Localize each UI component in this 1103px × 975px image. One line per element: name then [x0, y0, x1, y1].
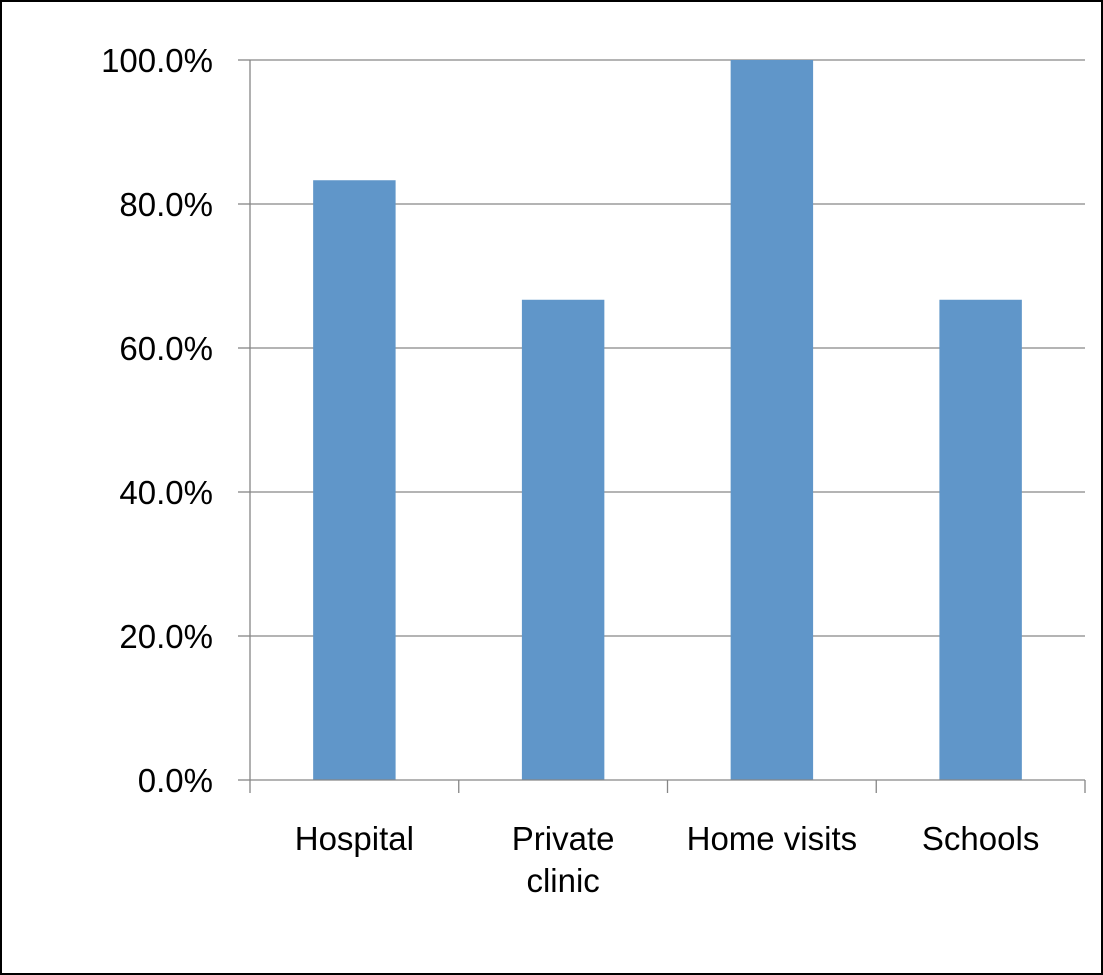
x-category-label: Schools	[922, 820, 1039, 857]
bar-hospital	[313, 180, 396, 781]
y-tick-label: 60.0%	[119, 330, 213, 367]
bar-home-visits	[730, 60, 814, 780]
x-category-label-line: Home visits	[687, 820, 858, 857]
bar-schools	[939, 299, 1022, 780]
x-category-label-line: clinic	[526, 862, 599, 899]
x-category-label-line: Schools	[922, 820, 1039, 857]
x-category-label: Private clinic	[512, 820, 615, 899]
x-category-labels: Hospital Private clinic Home visits Schools	[295, 820, 1040, 899]
bar-private-clinic	[521, 299, 605, 780]
x-category-label: Hospital	[295, 820, 414, 857]
y-tick-label: 80.0%	[119, 186, 213, 223]
y-tick-label: 40.0%	[119, 474, 213, 511]
bars	[313, 60, 1022, 781]
y-tick-label: 100.0%	[101, 42, 213, 79]
axes	[238, 59, 1086, 793]
y-tick-labels: 0.0% 20.0% 40.0% 60.0% 80.0% 100.0%	[101, 42, 213, 799]
y-tick-label: 20.0%	[119, 618, 213, 655]
x-category-label-line: Private	[512, 820, 615, 857]
x-category-label-line: Hospital	[295, 820, 414, 857]
y-tick-label: 0.0%	[138, 762, 213, 799]
x-category-label: Home visits	[687, 820, 858, 857]
